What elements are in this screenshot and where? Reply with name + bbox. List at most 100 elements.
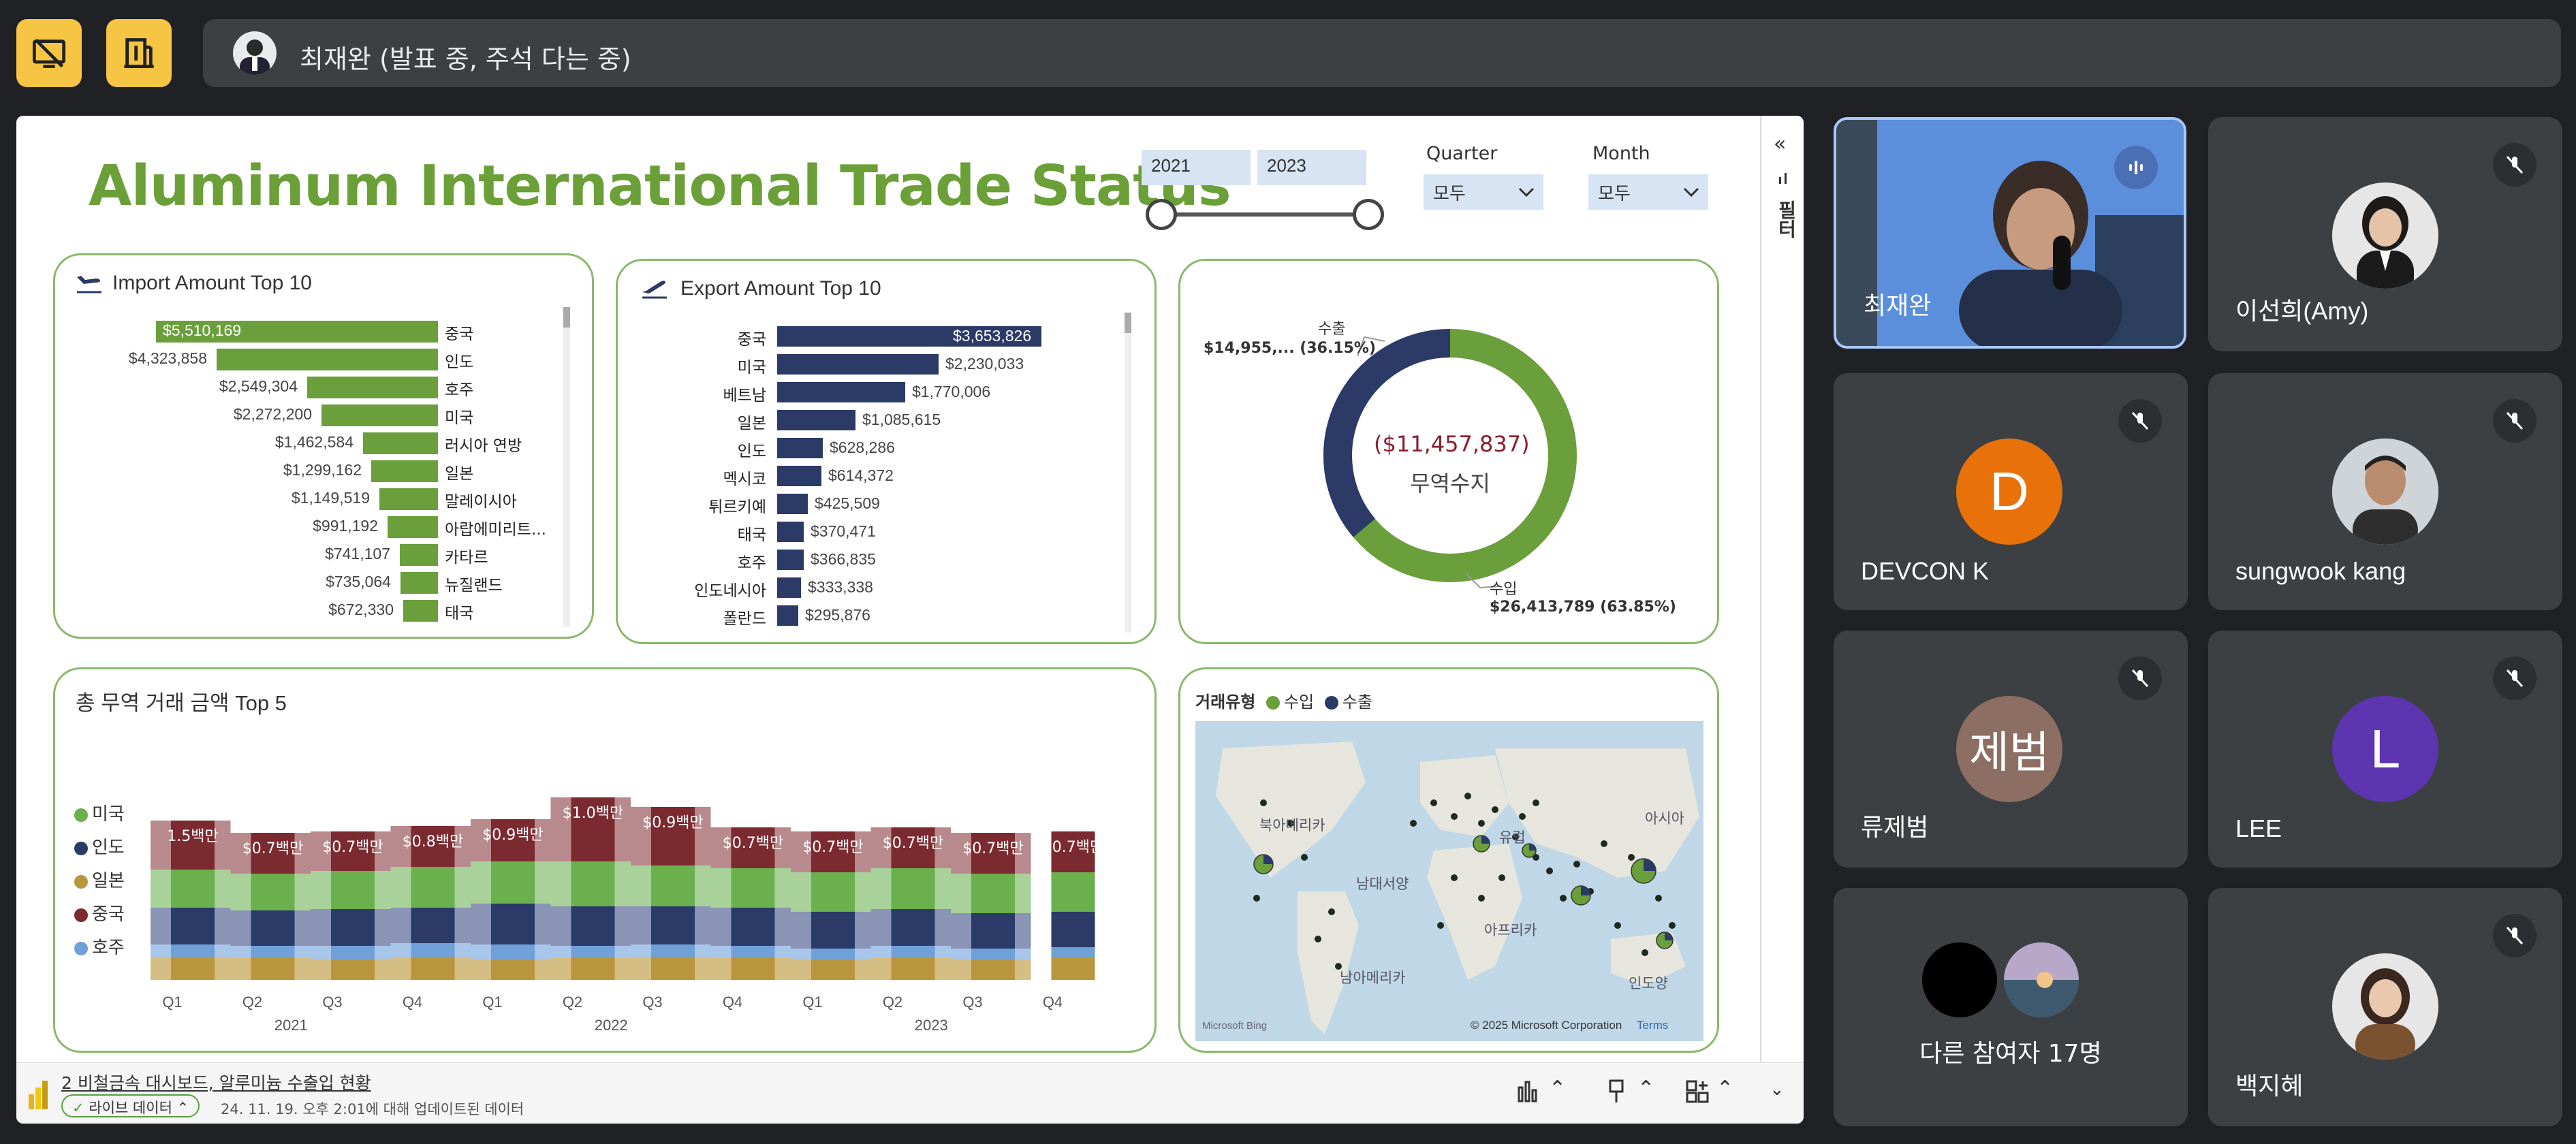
pin-button[interactable] bbox=[1606, 1079, 1627, 1107]
ribbon-segment[interactable] bbox=[731, 868, 775, 908]
legend-item[interactable]: 인도 bbox=[74, 833, 125, 859]
ribbon-segment[interactable] bbox=[411, 957, 455, 980]
ribbon-segment[interactable] bbox=[331, 946, 375, 959]
ribbon-segment[interactable] bbox=[731, 908, 775, 946]
ribbon-segment[interactable] bbox=[1051, 912, 1095, 947]
ribbon-segment[interactable] bbox=[651, 906, 695, 944]
ribbon-segment[interactable] bbox=[971, 949, 1015, 959]
participant-tile[interactable]: 이선희(Amy) bbox=[2208, 117, 2562, 351]
ribbon-segment[interactable] bbox=[411, 943, 455, 957]
ribbon-segment[interactable] bbox=[651, 957, 695, 980]
ribbon-segment[interactable] bbox=[1051, 872, 1095, 912]
month-dropdown[interactable]: 모두 bbox=[1588, 174, 1708, 210]
ribbon-segment[interactable] bbox=[491, 861, 535, 904]
ribbon-segment[interactable] bbox=[651, 865, 695, 906]
import-scrollbar[interactable] bbox=[563, 307, 570, 627]
ribbon-segment[interactable] bbox=[971, 959, 1015, 980]
ribbon-segment[interactable] bbox=[171, 821, 215, 870]
ribbon-segment[interactable] bbox=[411, 908, 455, 943]
participant-tile[interactable]: 제범 류제범 bbox=[1834, 631, 2188, 868]
year-slider-start-handle[interactable] bbox=[1146, 199, 1177, 230]
ribbon-segment[interactable] bbox=[891, 909, 935, 946]
year-to-input[interactable]: 2023 bbox=[1257, 150, 1366, 185]
layout-button[interactable] bbox=[1685, 1079, 1710, 1107]
ribbon-segment[interactable] bbox=[731, 827, 775, 868]
participant-tile[interactable]: L LEE bbox=[2208, 631, 2562, 868]
bar[interactable] bbox=[400, 572, 438, 594]
ribbon-segment[interactable] bbox=[971, 913, 1015, 949]
ribbon-segment[interactable] bbox=[491, 819, 535, 861]
bar[interactable] bbox=[777, 382, 905, 402]
bar[interactable] bbox=[217, 349, 438, 370]
ribbon-segment[interactable] bbox=[811, 872, 855, 912]
chevron-up-icon[interactable]: ⌃ bbox=[1549, 1077, 1567, 1100]
ribbon-segment[interactable] bbox=[891, 827, 935, 868]
ribbon-segment[interactable] bbox=[171, 957, 215, 980]
ribbon-segment[interactable] bbox=[1051, 947, 1095, 958]
bar[interactable] bbox=[363, 432, 438, 454]
ribbon-segment[interactable] bbox=[411, 867, 455, 908]
year-from-input[interactable]: 2021 bbox=[1142, 150, 1251, 185]
ribbon-segment[interactable] bbox=[891, 946, 935, 958]
bar[interactable] bbox=[371, 460, 438, 482]
stop-presenting-button[interactable] bbox=[16, 19, 82, 87]
report-name-link[interactable]: 2 비철금속 대시보드, 알루미늄 수출입 현황 bbox=[61, 1073, 371, 1093]
live-data-badge[interactable]: ✓ 라이브 데이터 ⌃ bbox=[61, 1094, 200, 1117]
participant-tile-presenter[interactable]: 최재완 bbox=[1834, 117, 2186, 349]
participant-tile[interactable]: 백지혜 bbox=[2208, 888, 2562, 1126]
visual-tools-button[interactable] bbox=[1515, 1079, 1542, 1109]
chevron-down-icon[interactable]: ⌄ bbox=[1770, 1079, 1785, 1100]
ribbon-segment[interactable] bbox=[331, 909, 375, 946]
ribbon-segment[interactable] bbox=[971, 874, 1015, 913]
bar[interactable] bbox=[777, 438, 823, 458]
ribbon-segment[interactable] bbox=[251, 958, 295, 980]
bar[interactable] bbox=[379, 488, 438, 510]
ribbon-segment[interactable] bbox=[811, 949, 855, 959]
ribbon-segment[interactable] bbox=[331, 831, 375, 871]
ribbon-segment[interactable] bbox=[571, 861, 615, 906]
legend-item[interactable]: 중국 bbox=[74, 900, 125, 925]
ribbon-segment[interactable] bbox=[171, 944, 215, 957]
ribbon-segment[interactable] bbox=[891, 868, 935, 909]
ribbon-segment[interactable] bbox=[171, 908, 215, 944]
filter-pane-strip[interactable]: « 필터 bbox=[1760, 116, 1804, 1062]
ribbon-segment[interactable] bbox=[491, 944, 535, 959]
ribbon-segment[interactable] bbox=[731, 946, 775, 958]
bar[interactable] bbox=[777, 354, 939, 375]
ribbon-segment[interactable] bbox=[251, 946, 295, 958]
ribbon-segment[interactable] bbox=[571, 946, 615, 958]
bar[interactable] bbox=[307, 377, 438, 398]
room-button[interactable] bbox=[106, 19, 172, 87]
bar[interactable] bbox=[777, 466, 821, 486]
ribbon-segment[interactable] bbox=[811, 831, 855, 872]
legend-item[interactable]: 일본 bbox=[74, 867, 125, 892]
bar[interactable] bbox=[777, 522, 804, 542]
ribbon-segment[interactable] bbox=[491, 959, 535, 980]
ribbon-segment[interactable] bbox=[171, 870, 215, 908]
ribbon-segment[interactable] bbox=[571, 958, 615, 980]
ribbon-segment[interactable] bbox=[1051, 831, 1095, 872]
bar[interactable] bbox=[777, 550, 804, 570]
participant-tile[interactable]: sungwook kang bbox=[2208, 373, 2562, 610]
ribbon-segment[interactable] bbox=[651, 944, 695, 957]
chevron-up-icon[interactable]: ⌃ bbox=[1716, 1077, 1734, 1100]
ribbon-segment[interactable] bbox=[811, 912, 855, 949]
ribbon-segment[interactable] bbox=[571, 797, 615, 861]
ribbon-segment[interactable] bbox=[1051, 958, 1095, 980]
year-slider-end-handle[interactable] bbox=[1353, 199, 1384, 230]
chevron-up-icon[interactable]: ⌃ bbox=[1637, 1077, 1655, 1100]
ribbon-segment[interactable] bbox=[251, 910, 295, 946]
legend-item[interactable]: 미국 bbox=[74, 800, 125, 825]
ribbon-segment[interactable] bbox=[971, 833, 1015, 874]
bar[interactable] bbox=[400, 544, 438, 566]
ribbon-segment[interactable] bbox=[651, 807, 695, 865]
ribbon-segment[interactable] bbox=[331, 959, 375, 980]
export-scrollbar[interactable] bbox=[1125, 313, 1131, 633]
ribbon-segment[interactable] bbox=[251, 833, 295, 874]
bar[interactable] bbox=[321, 404, 438, 426]
bar[interactable] bbox=[777, 577, 801, 598]
quarter-dropdown[interactable]: 모두 bbox=[1424, 174, 1543, 210]
bar[interactable] bbox=[403, 600, 438, 622]
bar[interactable] bbox=[777, 326, 1041, 347]
legend-item[interactable]: 호주 bbox=[74, 934, 125, 959]
